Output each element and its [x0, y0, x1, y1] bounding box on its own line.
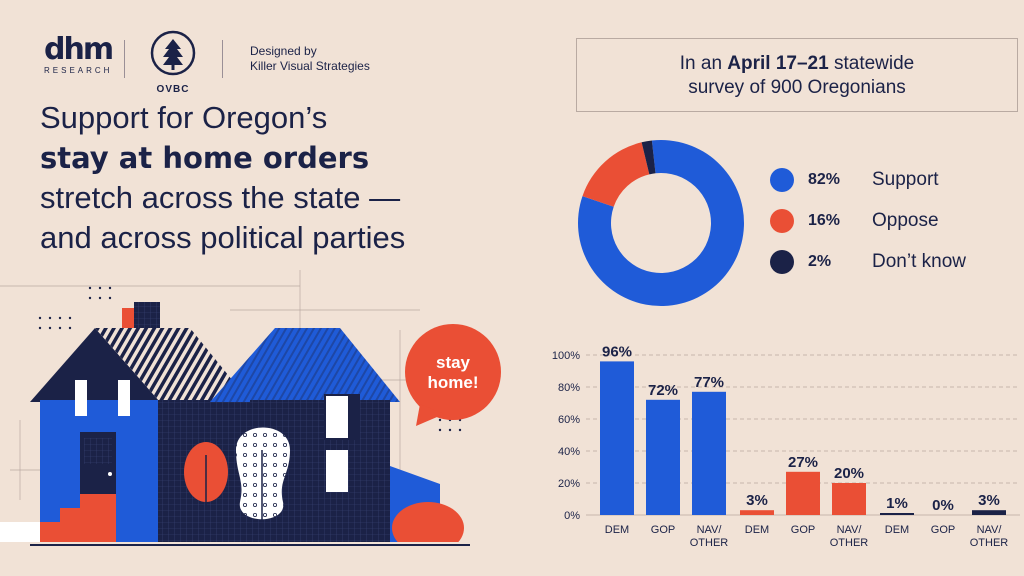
y-tick-label: 100%	[552, 350, 580, 362]
red-bush	[392, 502, 464, 554]
page-title: Support for Oregon’s stay at home orders…	[40, 98, 500, 258]
chimney	[122, 308, 134, 328]
stay-home-bubble: stay home!	[405, 324, 501, 426]
dhm-logo-text: dhm	[44, 32, 114, 67]
credit-line-2: Killer Visual Strategies	[250, 59, 370, 73]
survey-info-box: In an April 17–21 statewide survey of 90…	[576, 38, 1018, 112]
bar-value-label: 96%	[602, 343, 632, 360]
dhm-logo-subtext: RESEARCH	[44, 66, 113, 75]
x-category-label: OTHER	[690, 537, 729, 549]
bar-don-t-know-nav-other	[972, 510, 1006, 515]
bubble-text-line-1: stay	[436, 353, 471, 372]
header-divider	[222, 40, 223, 78]
window	[75, 380, 87, 416]
x-category-label: OTHER	[830, 537, 869, 549]
donut-slice-support	[578, 140, 744, 306]
window	[326, 450, 348, 492]
header-divider	[124, 40, 125, 78]
donut-chart	[578, 140, 744, 306]
legend-item-oppose: 16% Oppose	[770, 207, 1010, 235]
bar-value-label: 27%	[788, 454, 818, 471]
bar-value-label: 1%	[886, 495, 908, 512]
legend-item-support: 82% Support	[770, 166, 1010, 194]
headline-line-4: and across political parties	[40, 220, 406, 255]
window	[118, 380, 130, 416]
x-category-label: GOP	[791, 524, 815, 536]
y-tick-label: 20%	[558, 478, 580, 490]
legend-item-dont-know: 2% Don’t know	[770, 248, 1010, 276]
headline-line-1: Support for Oregon’s	[40, 100, 328, 135]
bar-don-t-know-dem	[880, 513, 914, 515]
headline-line-2: stay at home orders	[40, 141, 370, 175]
decorative-dot-cluster	[38, 286, 462, 432]
bar-oppose-dem	[740, 510, 774, 515]
x-category-label: DEM	[745, 524, 769, 536]
bubble-text-line-2: home!	[428, 373, 479, 392]
legend-value-support: 82%	[808, 171, 841, 188]
legend-label-dont-know: Don’t know	[872, 251, 966, 272]
legend-value-oppose: 16%	[808, 212, 841, 229]
bar-value-label: 72%	[648, 382, 678, 399]
x-category-label: GOP	[651, 524, 675, 536]
survey-suffix: statewide	[828, 53, 915, 74]
survey-line-2: survey of 900 Oregonians	[688, 77, 906, 98]
legend-label-oppose: Oppose	[872, 210, 939, 231]
bar-oppose-nav-other	[832, 483, 866, 515]
bar-chart: 0% 20% 40% 60% 80% 100% 96% DEM 72% GOP 77% NAV/OTH…	[552, 343, 1020, 549]
house-illustration	[0, 270, 520, 570]
credit-line-1: Designed by	[250, 44, 317, 58]
y-tick-label: 40%	[558, 446, 580, 458]
legend-swatch-support	[770, 168, 794, 192]
ovbc-logo-text: OVBC	[156, 84, 190, 95]
legend-swatch-dont-know	[770, 250, 794, 274]
bar-oppose-gop	[786, 471, 820, 515]
survey-dates: April 17–21	[727, 53, 829, 74]
legend-swatch-oppose	[770, 209, 794, 233]
front-steps	[40, 494, 116, 545]
donut-slice-don-t-know	[641, 140, 656, 175]
survey-prefix: In an	[679, 53, 728, 74]
bar-value-label: 0%	[932, 497, 954, 514]
x-category-label: NAV/	[977, 524, 1003, 536]
legend-label-support: Support	[872, 169, 939, 190]
y-tick-label: 60%	[558, 414, 580, 426]
x-category-label: NAV/	[697, 524, 723, 536]
x-category-label: OTHER	[970, 537, 1009, 549]
x-category-label: DEM	[605, 524, 629, 536]
x-category-label: DEM	[885, 524, 909, 536]
ovbc-logo: OVBC	[150, 30, 196, 95]
window	[326, 396, 348, 438]
dhm-research-logo: dhm RESEARCH	[44, 32, 114, 76]
bar-support-gop	[646, 399, 680, 515]
x-category-label: GOP	[931, 524, 955, 536]
donut-slice-oppose	[582, 142, 650, 207]
bar-support-nav-other	[692, 391, 726, 515]
y-tick-label: 0%	[564, 510, 580, 522]
ovbc-tree-icon	[150, 30, 196, 76]
bar-support-dem	[600, 361, 634, 515]
bar-value-label: 77%	[694, 374, 724, 391]
designer-credit: Designed by Killer Visual Strategies	[250, 44, 370, 74]
survey-line-1: In an April 17–21 statewide	[577, 52, 1017, 76]
legend-value-dont-know: 2%	[808, 253, 832, 270]
bar-value-label: 3%	[978, 492, 1000, 509]
y-tick-label: 80%	[558, 382, 580, 394]
x-category-label: NAV/	[837, 524, 863, 536]
headline-line-3: stretch across the state —	[40, 180, 401, 215]
bar-value-label: 20%	[834, 465, 864, 482]
bar-value-label: 3%	[746, 492, 768, 509]
